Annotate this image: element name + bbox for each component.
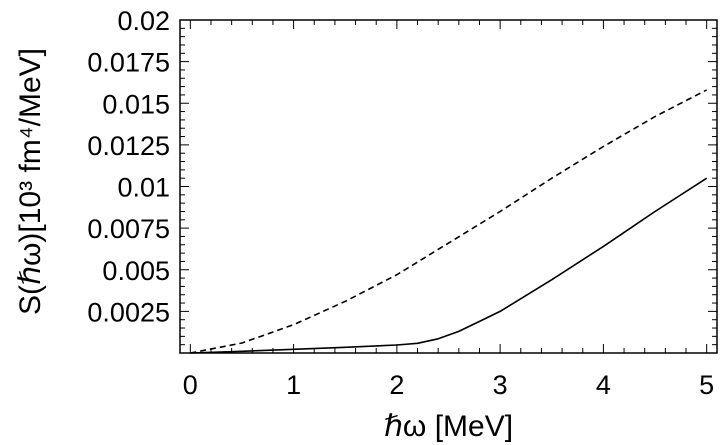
x-axis-title: ℏω [MeV] [384, 410, 513, 443]
x-tick-labels: 0 1 2 3 4 5 [183, 370, 714, 400]
x-tick-label: 4 [596, 370, 611, 400]
x-tick-label: 0 [183, 370, 198, 400]
y-tick-label: 0.02 [117, 6, 170, 36]
series-lines [190, 89, 708, 354]
series-line-dashed [190, 89, 708, 354]
y-tick-label: 0.01 [117, 173, 170, 203]
y-tick-label: 0.0175 [87, 48, 170, 78]
ticks [180, 19, 717, 354]
x-tick-label: 1 [286, 370, 301, 400]
y-axis-title: S(ℏω)[10³ fm⁴/MeV] [14, 48, 47, 315]
series-line-solid [190, 177, 708, 354]
y-tick-label: 0.015 [102, 89, 170, 119]
y-tick-label: 0.0025 [87, 297, 170, 327]
plot-frame [179, 19, 718, 354]
x-tick-label: 2 [389, 370, 404, 400]
y-tick-label: 0.0075 [87, 214, 170, 244]
y-tick-labels: 0.0025 0.005 0.0075 0.01 0.0125 0.015 0.0175 0.… [87, 6, 170, 327]
x-tick-label: 5 [699, 370, 714, 400]
x-tick-label: 3 [493, 370, 508, 400]
y-tick-label: 0.005 [102, 256, 170, 286]
y-tick-label: 0.0125 [87, 131, 170, 161]
